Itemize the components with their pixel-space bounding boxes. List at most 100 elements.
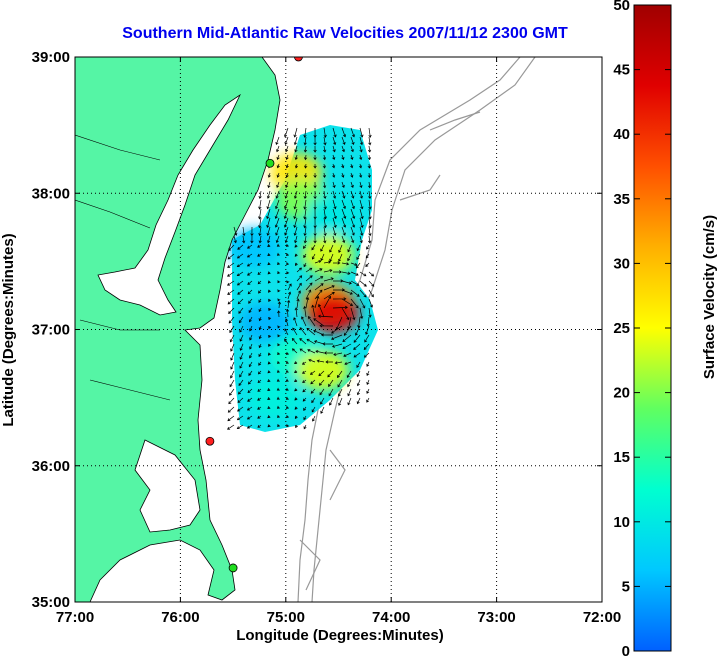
- velocity-vector: [257, 415, 262, 419]
- velocity-vector: [317, 314, 334, 318]
- colorbar-label: Surface Velocity (cm/s): [701, 215, 718, 379]
- velocity-vector: [314, 268, 323, 273]
- velocity-vector: [294, 181, 298, 189]
- velocity-vector: [285, 308, 290, 318]
- velocity-vector: [284, 136, 289, 145]
- velocity-vector: [359, 172, 363, 178]
- y-tick-label: 37:00: [32, 322, 70, 339]
- velocity-vector: [322, 342, 334, 346]
- velocity-vector: [341, 280, 352, 285]
- velocity-vector: [277, 289, 281, 293]
- velocity-vector: [359, 136, 364, 146]
- velocity-vector: [305, 282, 313, 291]
- velocity-vector: [238, 379, 244, 387]
- velocity-vector: [296, 267, 302, 273]
- velocity-vector: [267, 406, 271, 409]
- velocity-vector: [248, 370, 253, 376]
- velocity-vector: [236, 280, 244, 286]
- velocity-vector: [332, 172, 336, 178]
- velocity-vector: [267, 397, 271, 400]
- velocity-vector: [353, 343, 361, 350]
- velocity-vector: [356, 388, 361, 396]
- velocity-vector: [341, 199, 346, 210]
- velocity-vector: [314, 289, 323, 300]
- velocity-vector: [356, 244, 361, 252]
- velocity-vector: [230, 361, 235, 370]
- velocity-vector: [303, 190, 307, 200]
- velocity-vector: [268, 343, 271, 347]
- velocity-vector: [307, 349, 316, 354]
- velocity-vector: [227, 415, 235, 422]
- velocity-vector: [229, 325, 235, 334]
- velocity-vector: [277, 343, 281, 347]
- velocity-vector: [276, 181, 280, 189]
- velocity-vector: [229, 388, 235, 396]
- velocity-vector: [287, 299, 291, 309]
- velocity-vector: [285, 172, 289, 178]
- colorbar-tick-label: 5: [622, 578, 630, 595]
- velocity-vector: [356, 379, 361, 387]
- velocity-vector: [347, 379, 352, 388]
- velocity-vector: [299, 327, 307, 336]
- velocity-vector: [293, 136, 298, 146]
- velocity-vector: [230, 343, 235, 352]
- velocity-vector: [293, 190, 298, 199]
- velocity-vector: [258, 352, 262, 357]
- x-tick-label: 72:00: [583, 609, 621, 626]
- velocity-vector: [276, 172, 280, 178]
- velocity-vector: [291, 348, 298, 354]
- velocity-vector: [331, 325, 343, 334]
- velocity-vector: [302, 388, 307, 393]
- y-axis-ticks: 39:00 38:00 37:00 36:00 35:00: [32, 49, 602, 611]
- velocity-vector: [258, 226, 262, 237]
- velocity-vector: [323, 145, 327, 153]
- velocity-vector: [293, 127, 298, 138]
- velocity-vector: [249, 352, 253, 359]
- velocity-vector: [267, 172, 271, 178]
- velocity-vector: [323, 295, 332, 309]
- velocity-vector: [313, 154, 317, 161]
- velocity-vector: [237, 388, 244, 395]
- velocity-vector: [314, 276, 324, 282]
- velocity-vector: [266, 226, 271, 236]
- velocity-vector: [277, 298, 281, 302]
- velocity-vector: [318, 370, 325, 377]
- speed-field-blobs: [228, 152, 360, 418]
- velocity-vector: [227, 253, 235, 260]
- velocity-vector: [301, 361, 307, 365]
- velocity-vector: [257, 424, 262, 428]
- velocity-vector: [304, 172, 308, 179]
- velocity-vector: [285, 378, 289, 382]
- velocity-vector: [304, 163, 308, 169]
- velocity-vector: [267, 424, 271, 428]
- velocity-vector: [287, 291, 292, 300]
- velocity-vector: [365, 325, 370, 335]
- velocity-vector: [229, 379, 235, 388]
- colorbar-tick-label: 20: [613, 385, 630, 402]
- velocity-vector: [238, 316, 244, 324]
- velocity-vector: [249, 325, 253, 332]
- velocity-vector: [294, 415, 298, 419]
- velocity-vector: [363, 352, 370, 358]
- radar-station-marker: [294, 57, 303, 62]
- velocity-vector: [359, 154, 363, 161]
- radar-station-marker: [205, 436, 215, 446]
- velocity-vector: [292, 327, 298, 336]
- velocity-vector: [293, 226, 298, 236]
- velocity-vector: [302, 379, 307, 384]
- velocity-vector: [268, 352, 271, 356]
- chesapeake-bay: [97, 93, 241, 316]
- velocity-vector: [359, 208, 364, 220]
- velocity-vector: [277, 352, 281, 355]
- velocity-vector: [285, 243, 289, 247]
- velocity-vector: [342, 343, 352, 350]
- velocity-vector: [332, 181, 336, 189]
- velocity-vector: [322, 154, 327, 161]
- velocity-vector: [296, 282, 302, 291]
- velocity-vector: [236, 253, 244, 259]
- velocity-vector: [366, 316, 370, 327]
- velocity-vector: [323, 260, 332, 264]
- velocity-vector: [277, 360, 280, 364]
- x-axis-label: Longitude (Degrees:Minutes): [236, 627, 444, 644]
